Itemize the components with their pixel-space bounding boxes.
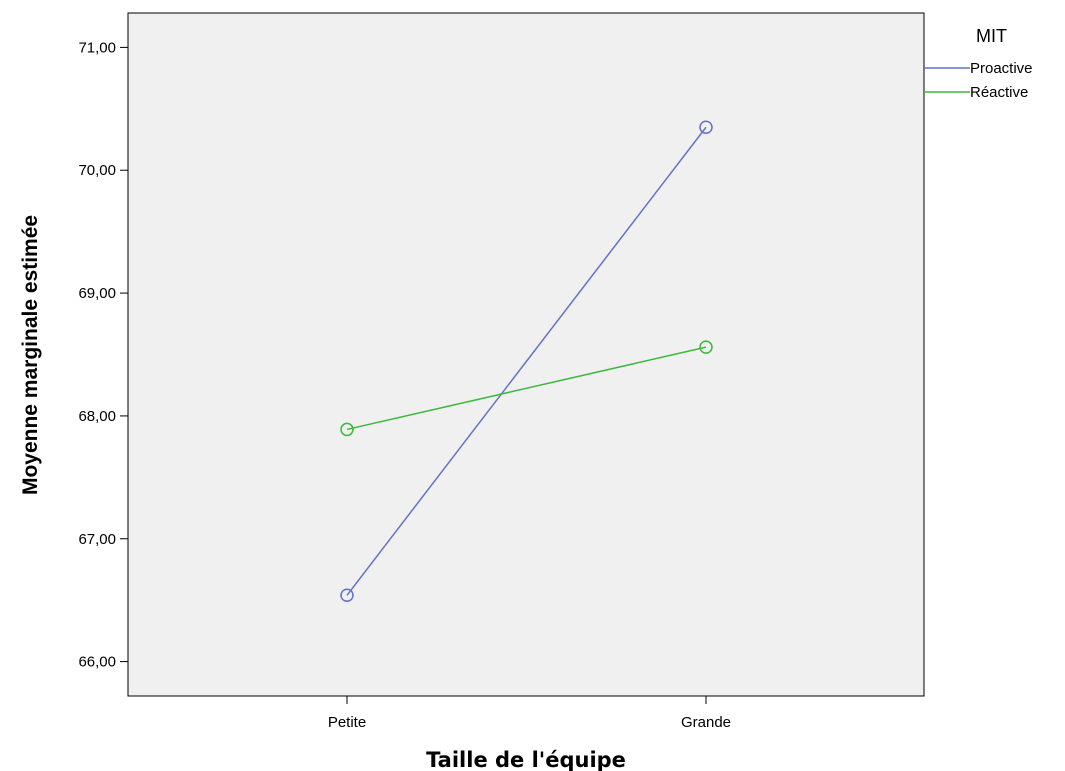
x-axis-title: Taille de l'équipe [426,748,626,771]
series-line-1 [346,346,707,431]
y-tick-label: 66,00 [78,654,116,671]
data-point-marker [699,120,713,134]
y-tick-label: 69,00 [78,285,116,302]
data-point-marker [340,422,354,437]
y-axis-title: Moyenne marginale estimée [19,215,42,495]
legend: MIT Proactive Réactive [924,26,1033,101]
y-tick-label: 71,00 [78,39,116,56]
y-axis: 66,00 67,00 68,00 69,00 70,00 71,00 [78,39,128,671]
data-point-marker [340,588,354,603]
plot-area [127,12,925,697]
x-tick-label: Grande [681,714,731,731]
y-tick-label: 70,00 [78,162,116,179]
series-layer [340,120,713,603]
data-point-marker [699,340,713,354]
y-tick-label: 68,00 [78,408,116,425]
x-axis: Petite Grande [328,696,731,731]
legend-label: Proactive [970,60,1033,77]
series-line-0 [346,126,707,596]
x-tick-label: Petite [328,714,366,731]
legend-label: Réactive [970,84,1028,101]
y-tick-label: 67,00 [78,531,116,548]
legend-title: MIT [976,26,1007,46]
